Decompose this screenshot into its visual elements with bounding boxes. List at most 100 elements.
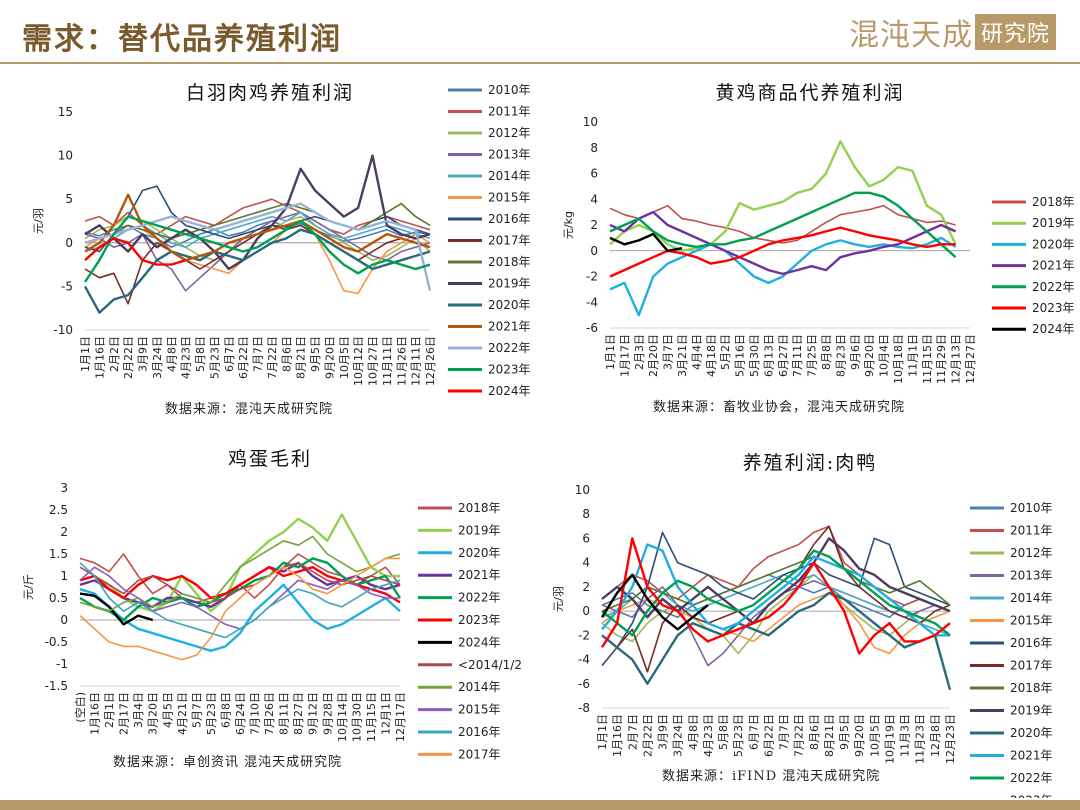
x-tick-label: 4月21日 bbox=[176, 692, 189, 735]
x-tick-label: 5月7日 bbox=[190, 692, 203, 728]
y-tick-label: -10 bbox=[53, 323, 73, 337]
x-tick-label: 6月13日 bbox=[762, 334, 775, 377]
x-tick-label: 7月22日 bbox=[793, 714, 806, 757]
y-tick-label: 2 bbox=[60, 525, 68, 539]
x-tick-label: 10月4日 bbox=[878, 334, 891, 377]
legend-label: 2012年 bbox=[488, 126, 531, 140]
y-tick-label: -1.5 bbox=[45, 679, 68, 693]
legend-label: 2018年 bbox=[1010, 681, 1053, 695]
series-line bbox=[79, 535, 401, 612]
x-tick-label: 7月26日 bbox=[263, 692, 276, 735]
x-tick-label: 11月15日 bbox=[365, 692, 378, 742]
x-tick-label: 8月27日 bbox=[292, 692, 305, 735]
x-tick-label: 1月16日 bbox=[611, 714, 624, 757]
legend-label: 2016年 bbox=[458, 725, 501, 739]
series-line bbox=[601, 555, 951, 612]
x-tick-label: 1月1日 bbox=[79, 336, 92, 372]
series-line bbox=[609, 210, 957, 276]
legend-label: 2023年 bbox=[488, 363, 531, 377]
chart-title: 黄鸡商品代养殖利润 bbox=[715, 82, 905, 104]
y-tick-label: 4 bbox=[590, 192, 598, 206]
x-tick-label: 1月16日 bbox=[89, 692, 102, 735]
y-tick-label: 6 bbox=[590, 167, 598, 181]
series-line bbox=[83, 228, 431, 314]
x-tick-label: 12月26日 bbox=[424, 336, 437, 386]
x-tick-label: 7月11日 bbox=[791, 334, 804, 377]
legend-label: 2023年 bbox=[1010, 794, 1053, 799]
legend-label: 2015年 bbox=[488, 191, 531, 205]
series-line bbox=[600, 537, 951, 655]
x-tick-label: 4月18日 bbox=[705, 334, 718, 377]
chart-title: 养殖利润:肉鸭 bbox=[742, 452, 878, 474]
y-axis-label: 元/羽 bbox=[552, 586, 565, 612]
y-tick-label: -1 bbox=[56, 657, 68, 671]
legend-label: 2023年 bbox=[1032, 301, 1075, 315]
legend-label: 2014年 bbox=[458, 680, 501, 694]
x-tick-label: 4月23日 bbox=[702, 714, 715, 757]
legend-label: 2013年 bbox=[488, 148, 531, 162]
series-line bbox=[609, 140, 957, 253]
chart-source: 数据来源：卓创资讯 混沌天成研究院 bbox=[113, 755, 343, 770]
y-tick-label: 15 bbox=[58, 105, 73, 119]
y-tick-label: 0 bbox=[590, 244, 598, 258]
x-tick-label: 1月17日 bbox=[618, 334, 631, 377]
legend-label: 2018年 bbox=[1032, 195, 1075, 209]
x-tick-label: 10月14日 bbox=[336, 692, 349, 742]
legend-label: 2019年 bbox=[488, 277, 531, 291]
x-tick-label: 9月12日 bbox=[307, 692, 320, 735]
series-line bbox=[79, 562, 401, 639]
legend-label: 2017年 bbox=[458, 747, 501, 761]
y-tick-label: 10 bbox=[575, 483, 590, 497]
x-tick-label: 6月7日 bbox=[747, 714, 760, 750]
y-tick-label: 10 bbox=[58, 149, 73, 163]
legend-label: 2016年 bbox=[488, 212, 531, 226]
x-tick-label: 12月8日 bbox=[929, 714, 942, 757]
x-tick-label: 7月25日 bbox=[806, 334, 819, 377]
series-line bbox=[601, 549, 951, 637]
x-tick-label: 10月5日 bbox=[868, 714, 881, 757]
chart-title: 鸡蛋毛利 bbox=[227, 448, 312, 470]
x-tick-label: 11月23日 bbox=[914, 714, 927, 764]
x-tick-label: 5月23日 bbox=[732, 714, 745, 757]
legend-label: <2014/1/2 bbox=[458, 658, 522, 672]
x-tick-label: 4月23日 bbox=[180, 336, 193, 379]
legend-label: 2011年 bbox=[1010, 524, 1053, 538]
x-tick-label: 2月3日 bbox=[633, 334, 646, 370]
x-tick-label: 10月18日 bbox=[892, 334, 905, 384]
y-tick-label: 8 bbox=[582, 507, 590, 521]
legend-label: 2014年 bbox=[488, 169, 531, 183]
legend-label: 2023年 bbox=[458, 613, 501, 627]
x-tick-label: 10月30日 bbox=[350, 692, 363, 742]
legend-label: 2021年 bbox=[1032, 259, 1075, 273]
x-tick-label: 5月16日 bbox=[734, 334, 747, 377]
legend-label: 2022年 bbox=[488, 341, 531, 355]
series-line bbox=[79, 557, 400, 661]
chart-svg: -1.5 -1 -0.5 0 0.5 1 1.5 2 2.5 3 (空白) 1月16日 2月1日 2月17… bbox=[22, 481, 522, 761]
x-tick-label: 7月22日 bbox=[266, 336, 279, 379]
series-line bbox=[84, 154, 431, 271]
footer-bar bbox=[0, 800, 1080, 810]
y-tick-label: 0 bbox=[60, 613, 68, 627]
legend-label: 2021年 bbox=[1010, 749, 1053, 763]
x-tick-label: 6月22日 bbox=[237, 336, 250, 379]
x-tick-label: 8月11日 bbox=[278, 692, 291, 735]
legend-label: 2015年 bbox=[1010, 614, 1053, 628]
y-tick-label: 1.5 bbox=[49, 547, 68, 561]
x-tick-label: 2月22日 bbox=[641, 714, 654, 757]
y-tick-label: 2 bbox=[582, 580, 590, 594]
y-tick-label: -6 bbox=[586, 321, 598, 335]
x-tick-label: 7月10日 bbox=[249, 692, 262, 735]
x-tick-label: 9月28日 bbox=[321, 692, 334, 735]
x-tick-label: 5月23日 bbox=[208, 336, 221, 379]
y-tick-label: 6 bbox=[582, 531, 590, 545]
legend-label: 2022年 bbox=[458, 591, 501, 605]
legend-label: 2024年 bbox=[1032, 322, 1075, 336]
y-tick-label: 8 bbox=[590, 141, 598, 155]
y-tick-label: -2 bbox=[578, 628, 590, 642]
legend-label: 2016年 bbox=[1010, 636, 1053, 650]
x-tick-label: 8月8日 bbox=[820, 334, 833, 370]
legend-label: 2010年 bbox=[1010, 501, 1053, 515]
x-tick-label: 3月7日 bbox=[662, 334, 675, 370]
y-tick-label: -0.5 bbox=[45, 635, 68, 649]
series-line bbox=[609, 191, 957, 259]
